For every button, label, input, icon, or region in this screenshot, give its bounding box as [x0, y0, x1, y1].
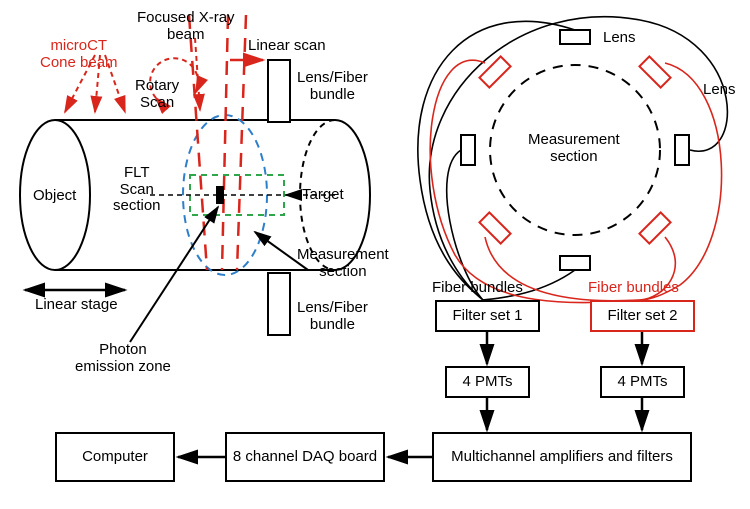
bottom-detector	[268, 273, 290, 335]
top-detector	[268, 60, 290, 122]
box-filter-set-2: Filter set 2	[590, 300, 695, 332]
box-amps: Multichannel amplifiers and filters	[432, 432, 692, 482]
box-computer: Computer	[55, 432, 175, 482]
label-photon-zone: Photon emission zone	[75, 342, 171, 375]
label-fiber-bundles-1: Fiber bundles	[432, 280, 523, 297]
box-computer-label: Computer	[82, 448, 148, 465]
label-linear-stage: Linear stage	[35, 297, 118, 314]
box-daq-label: 8 channel DAQ board	[233, 448, 377, 465]
label-fiber-bundles-2: Fiber bundles	[588, 280, 679, 297]
diagram-stage: microCT Cone beam Focused X-ray beam Lin…	[0, 0, 750, 509]
label-lens-fiber-top: Lens/Fiber bundle	[297, 70, 368, 103]
label-lens-fiber-bottom: Lens/Fiber bundle	[297, 300, 368, 333]
label-flt-scan: FLT Scan section	[113, 165, 161, 215]
label-focused-xray: Focused X-ray beam	[137, 10, 235, 43]
box-filter-set-1-label: Filter set 1	[452, 307, 522, 324]
label-rotary-scan: Rotary Scan	[135, 78, 179, 111]
box-filter-set-1: Filter set 1	[435, 300, 540, 332]
box-filter-set-2-label: Filter set 2	[607, 307, 677, 324]
label-meas-section-left: Measurement section	[297, 247, 389, 280]
box-4pmts-2: 4 PMTs	[600, 366, 685, 398]
label-meas-section-right: Measurement section	[528, 132, 620, 165]
label-linear-scan: Linear scan	[248, 38, 326, 55]
label-lens-right: Lens	[703, 82, 736, 99]
box-4pmts-2-label: 4 PMTs	[617, 373, 667, 390]
focused-xray-lines	[189, 15, 246, 270]
label-target: Target	[302, 187, 344, 204]
label-lens-top: Lens	[603, 30, 636, 47]
label-microct: microCT Cone beam	[40, 38, 118, 71]
box-daq: 8 channel DAQ board	[225, 432, 385, 482]
box-amps-label: Multichannel amplifiers and filters	[451, 448, 673, 465]
photon-zone-leader	[130, 207, 218, 342]
label-object: Object	[33, 188, 76, 205]
box-4pmts-1-label: 4 PMTs	[462, 373, 512, 390]
box-4pmts-1: 4 PMTs	[445, 366, 530, 398]
